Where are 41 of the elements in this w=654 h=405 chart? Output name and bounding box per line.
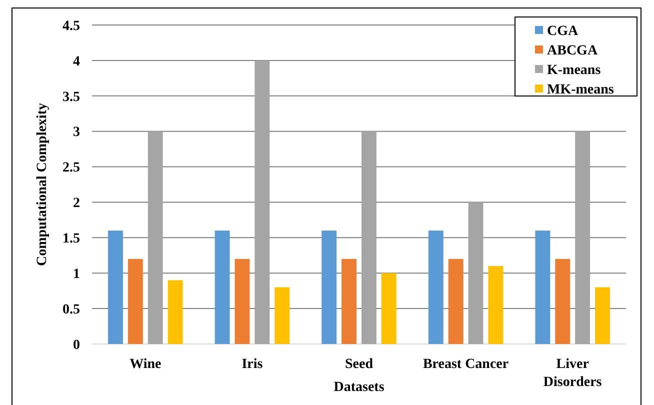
y-tick-label: 0.5	[62, 302, 80, 318]
bar	[234, 258, 250, 344]
bar	[128, 258, 143, 344]
y-axis-title: Computational Complexity	[35, 103, 50, 266]
y-tick-label: 4.5	[62, 18, 80, 34]
bar	[274, 287, 290, 344]
bar	[322, 230, 337, 344]
y-tick-label: 2.5	[62, 160, 80, 176]
x-tick-label: Iris	[242, 357, 264, 372]
y-tick-label: 3.5	[62, 90, 80, 105]
bar	[595, 287, 610, 344]
y-tick-label: 4	[73, 54, 80, 70]
y-tick-label: 2	[73, 196, 80, 212]
legend-label: K-means	[547, 62, 602, 78]
legend-label: MK-means	[547, 82, 614, 98]
legend-label: ABCGA	[547, 43, 598, 58]
y-tick-label: 0	[73, 338, 80, 353]
x-tick-label: Breast Cancer	[422, 357, 509, 372]
y-tick-label: 1.5	[62, 232, 80, 247]
bar	[555, 258, 570, 344]
x-axis-title: Datasets	[334, 380, 385, 395]
bar	[488, 266, 504, 344]
y-tick-label: 1	[73, 267, 80, 282]
bar	[381, 273, 396, 344]
bar	[468, 202, 484, 344]
bar	[361, 131, 376, 344]
bar	[342, 258, 357, 344]
bar	[428, 230, 444, 344]
bar	[254, 60, 270, 344]
bar	[214, 230, 230, 344]
bar	[108, 230, 123, 344]
bar	[148, 131, 163, 344]
y-tick-label: 3	[73, 125, 80, 140]
x-tick-label: Liver Disorders	[543, 357, 602, 390]
bar	[535, 230, 550, 344]
x-tick-label: Wine	[130, 357, 162, 372]
bar	[448, 258, 464, 344]
bar	[575, 131, 590, 344]
bar	[168, 280, 183, 344]
x-tick-label: Seed	[345, 357, 374, 372]
legend-label: CGA	[547, 24, 579, 39]
